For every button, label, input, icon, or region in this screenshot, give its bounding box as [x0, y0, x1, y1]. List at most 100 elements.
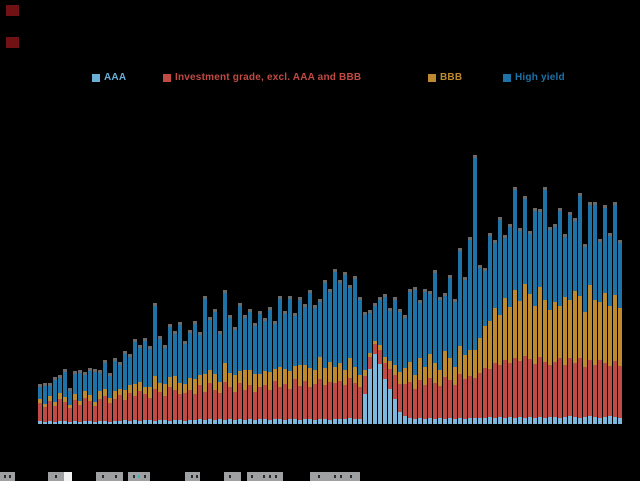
bar	[278, 296, 282, 424]
bar-segment	[153, 303, 157, 306]
bar-segment	[143, 420, 147, 424]
bar-segment	[578, 296, 582, 358]
bar-segment	[233, 420, 237, 424]
bar-segment	[128, 385, 132, 393]
bar	[193, 321, 197, 424]
bar-segment	[208, 317, 212, 320]
bar-segment	[138, 348, 142, 382]
bar-segment	[223, 293, 227, 363]
bar	[98, 370, 102, 424]
bar-segment	[48, 396, 52, 401]
bar-segment	[473, 418, 477, 424]
bar	[43, 383, 47, 424]
bar-segment	[43, 422, 47, 424]
bar	[138, 345, 142, 424]
bar-segment	[538, 417, 542, 424]
bar-segment	[103, 360, 107, 363]
bar	[468, 237, 472, 424]
bar-segment	[203, 392, 207, 420]
bar-segment	[513, 358, 517, 418]
bar-segment	[513, 290, 517, 358]
bar-segment	[173, 334, 177, 376]
bar-segment	[43, 386, 47, 404]
bar	[308, 290, 312, 424]
bar-segment	[363, 376, 367, 394]
bar-segment	[503, 298, 507, 360]
bar-segment	[338, 283, 342, 363]
bar-segment	[293, 313, 297, 316]
bar-segment	[73, 421, 77, 424]
investment-grade-swatch-icon	[163, 73, 171, 82]
bar-segment	[608, 233, 612, 236]
bar-segment	[133, 384, 137, 396]
bar-segment	[278, 367, 282, 387]
bar	[268, 307, 272, 424]
bar-segment	[113, 358, 117, 361]
bar-segment	[43, 407, 47, 422]
bar-segment	[403, 318, 407, 368]
bar-segment	[428, 418, 432, 424]
bar-segment	[518, 301, 522, 361]
bar-segment	[588, 360, 592, 416]
bar-segment	[178, 420, 182, 424]
bar-segment	[388, 311, 392, 361]
bar-segment	[458, 248, 462, 251]
bar-segment	[338, 381, 342, 419]
bar-segment	[353, 383, 357, 419]
bar-segment	[178, 394, 182, 420]
bar	[348, 285, 352, 424]
bar	[143, 338, 147, 424]
bar-segment	[83, 398, 87, 421]
bar-segment	[368, 357, 372, 369]
bar-segment	[578, 196, 582, 296]
bar-segment	[383, 294, 387, 297]
bar	[178, 322, 182, 424]
bottom-chip	[185, 472, 200, 481]
bar-segment	[518, 417, 522, 424]
bar-segment	[348, 288, 352, 358]
bar	[353, 276, 357, 424]
bar-segment	[203, 420, 207, 424]
bar-segment	[408, 362, 412, 382]
bar-segment	[438, 297, 442, 300]
bar-segment	[183, 421, 187, 424]
bar-segment	[78, 401, 82, 405]
legend-item-investment-grade: Investment grade, excl. AAA and BBB	[163, 72, 361, 83]
bar-segment	[138, 391, 142, 421]
bar-segment	[163, 384, 167, 396]
bar-segment	[378, 300, 382, 345]
bar	[473, 155, 477, 424]
bar-segment	[423, 419, 427, 424]
bar-segment	[168, 377, 172, 387]
bar-segment	[548, 310, 552, 365]
bar-segment	[98, 373, 102, 391]
bar	[513, 187, 517, 424]
bar-segment	[233, 330, 237, 375]
bar-segment	[328, 420, 332, 424]
chip-dot	[9, 475, 11, 478]
bar-segment	[293, 316, 297, 366]
bar-segment	[518, 228, 522, 231]
bar-segment	[353, 419, 357, 424]
bar-segment	[193, 420, 197, 424]
bar-segment	[593, 417, 597, 424]
legend-item-bbb: BBB	[428, 72, 462, 83]
bar	[608, 233, 612, 424]
bar-segment	[573, 363, 577, 417]
bar-segment	[263, 371, 267, 385]
bar-segment	[543, 190, 547, 300]
bar-segment	[618, 308, 622, 366]
bar-segment	[133, 420, 137, 424]
bar-segment	[538, 357, 542, 417]
bar	[448, 275, 452, 424]
bar-segment	[153, 421, 157, 424]
bar-segment	[318, 302, 322, 357]
bar	[303, 304, 307, 424]
bar-segment	[553, 302, 557, 362]
bar-segment	[93, 369, 97, 372]
bar-segment	[73, 371, 77, 374]
bar-segment	[88, 395, 92, 401]
chip-dot	[115, 475, 117, 478]
bar	[38, 384, 42, 424]
bar-segment	[223, 420, 227, 424]
